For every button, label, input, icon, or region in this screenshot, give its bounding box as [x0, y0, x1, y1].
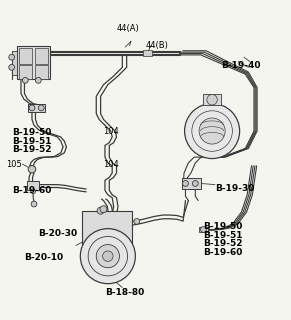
Text: B-19-40: B-19-40: [221, 61, 260, 70]
Text: 44(A): 44(A): [116, 24, 139, 33]
Circle shape: [100, 206, 107, 213]
Circle shape: [134, 219, 140, 224]
Text: B-19-50: B-19-50: [12, 128, 52, 137]
Circle shape: [199, 118, 225, 144]
Circle shape: [182, 180, 188, 186]
Circle shape: [207, 94, 217, 105]
Bar: [17, 46, 50, 79]
Bar: [143, 50, 152, 56]
Circle shape: [96, 244, 119, 268]
Circle shape: [31, 189, 36, 194]
Circle shape: [97, 207, 104, 214]
Text: B-18-80: B-18-80: [105, 288, 144, 297]
Bar: [27, 181, 39, 189]
Circle shape: [9, 64, 15, 70]
Text: 105: 105: [6, 160, 22, 169]
Bar: [19, 49, 32, 64]
Text: B-20-30: B-20-30: [38, 229, 77, 238]
Bar: [35, 65, 48, 79]
Bar: [182, 178, 200, 189]
Circle shape: [103, 251, 113, 261]
Circle shape: [29, 105, 35, 111]
Text: 44(B): 44(B): [146, 41, 168, 50]
Bar: [82, 211, 132, 244]
Bar: [12, 52, 17, 75]
Circle shape: [22, 77, 28, 83]
Circle shape: [80, 228, 135, 284]
Circle shape: [28, 165, 36, 173]
Circle shape: [192, 180, 198, 186]
Bar: [199, 227, 208, 232]
Text: B-19-60: B-19-60: [203, 248, 243, 257]
Text: B-19-52: B-19-52: [203, 239, 243, 249]
Bar: [35, 49, 48, 64]
Text: B-19-30: B-19-30: [215, 184, 254, 194]
Text: B-19-50: B-19-50: [203, 222, 243, 231]
Circle shape: [9, 54, 15, 60]
Bar: [28, 104, 45, 112]
Text: B-19-52: B-19-52: [12, 145, 52, 154]
Circle shape: [31, 201, 37, 207]
Circle shape: [184, 104, 239, 158]
Text: B-20-10: B-20-10: [24, 252, 63, 261]
Circle shape: [36, 77, 41, 83]
Text: 104: 104: [104, 126, 119, 136]
Text: B-19-51: B-19-51: [12, 137, 52, 146]
Bar: [203, 94, 221, 105]
Text: B-19-60: B-19-60: [12, 186, 52, 195]
Bar: [19, 65, 32, 79]
Text: 104: 104: [104, 160, 119, 169]
Text: B-19-51: B-19-51: [203, 231, 243, 240]
Circle shape: [200, 227, 206, 232]
Circle shape: [38, 105, 44, 111]
